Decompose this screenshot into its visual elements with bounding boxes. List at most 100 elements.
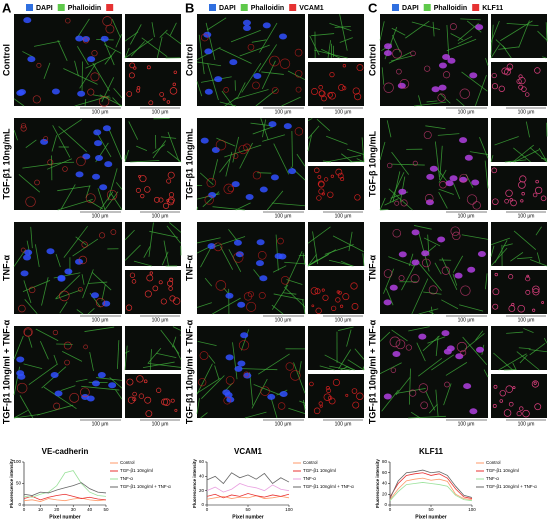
fiber [62,351,83,362]
fiber [389,172,405,203]
stain [277,237,284,245]
stain [138,393,145,399]
series-line [206,483,290,493]
stain [516,411,522,417]
micrograph [491,14,547,58]
stain [158,197,164,203]
fiber [58,126,87,153]
scale-label: 100 μm [458,421,475,427]
fiber [340,260,353,267]
stain [506,63,514,70]
nucleus [90,292,99,299]
stain [126,91,133,97]
stain [335,168,343,176]
micrograph [491,118,547,162]
stain [534,67,541,74]
stain [456,341,468,353]
fiber [395,388,426,394]
nucleus [464,154,473,161]
fiber [165,32,182,45]
fiber [85,55,113,69]
fiber [115,34,122,48]
stain [162,398,171,406]
fiber [543,337,548,344]
nucleus [279,33,288,40]
fiber [13,413,40,419]
series-line [23,493,107,501]
fiber [196,302,212,308]
fiber [163,240,169,267]
stain [314,167,320,174]
fiber [30,226,33,249]
stain [133,66,137,70]
fiber [441,299,459,310]
fiber [249,372,254,406]
fiber [450,33,464,41]
stain [535,186,543,194]
fiber [510,252,524,262]
stain [503,409,512,417]
fiber [307,118,313,122]
stain [491,83,499,90]
stain [247,291,254,298]
stain [146,274,154,282]
legend-label: Phalloidin [251,5,284,12]
stain [102,16,113,27]
fiber [55,289,82,300]
stain [410,50,416,57]
stain [131,279,137,284]
stain [318,181,325,188]
stain [418,383,429,393]
fiber [513,230,537,251]
fiber [485,57,489,66]
fiber [414,101,447,107]
fiber [348,231,353,251]
fiber [35,328,59,342]
fiber [155,352,177,359]
stain [159,92,165,97]
stain [16,382,28,394]
fiber [512,362,517,371]
fiber [275,234,279,271]
nucleus [97,372,106,379]
fiber [76,309,84,315]
fiber [151,22,155,38]
nucleus [429,165,438,172]
stain [148,100,154,106]
fiber [437,133,460,136]
fiber [460,18,481,21]
series-line [389,472,473,499]
fiber [101,284,106,301]
fiber [196,377,221,394]
fiber [96,377,123,381]
fiber [311,33,335,37]
fiber [219,246,234,270]
stain [78,287,83,292]
scale-label: 100 μm [458,109,475,115]
fiber [92,94,111,99]
fiber [285,251,303,288]
fiber [418,308,439,315]
fiber [545,22,548,42]
fiber [307,254,329,267]
stain [410,274,420,284]
stain [331,305,337,311]
stain [442,71,451,79]
fiber [117,340,120,369]
scale-label: 100 μm [335,317,352,323]
stain [330,174,335,178]
stain [47,159,54,166]
stain [424,65,431,72]
fiber [51,135,58,152]
nucleus [418,333,427,340]
fiber [200,245,213,268]
fiber [464,333,485,350]
nucleus [23,17,32,24]
stain [146,65,151,70]
x-tick-label: 30 [71,507,77,512]
fiber [307,254,317,267]
fiber [349,160,363,163]
scale-label: 100 μm [335,109,352,115]
stain [62,166,68,172]
stain [499,399,504,403]
